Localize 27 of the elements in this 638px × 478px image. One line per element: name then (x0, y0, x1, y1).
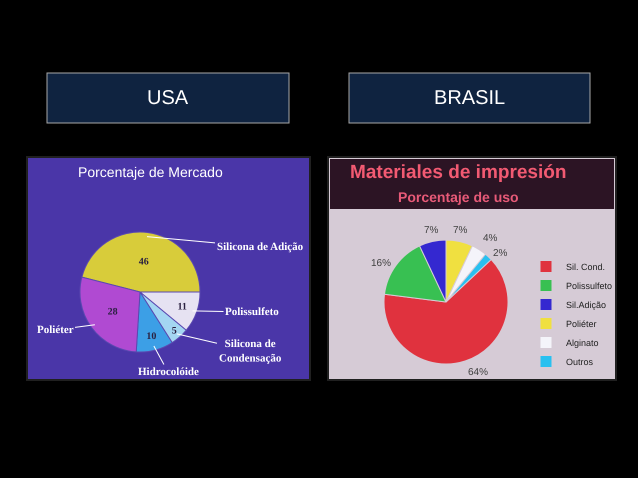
slice-label: Hidrocolóide (138, 366, 200, 378)
data-label: 64% (468, 367, 488, 378)
text: Porcentaje de uso (398, 189, 519, 205)
data-label: 10 (146, 330, 156, 342)
chart-subtitle: Materiales de impresión (350, 162, 566, 183)
legend-label: Polissulfeto (566, 281, 612, 292)
data-label: 7% (424, 225, 439, 236)
slice-label: Poliéter (37, 324, 74, 336)
data-label: 4% (483, 233, 498, 244)
data-label: 2% (493, 248, 508, 259)
data-label: 16% (371, 258, 392, 269)
slice-label: Silicona de Condensação (219, 338, 282, 364)
slice-label: Polissulfeto (225, 306, 280, 318)
chart-title: USA (147, 87, 189, 109)
legend-label: Poliéter (566, 319, 597, 330)
chart-subtitle: Porcentaje de Mercado (78, 164, 223, 180)
data-label: 46 (138, 256, 149, 268)
data-label: 11 (177, 302, 187, 313)
legend-label: Sil. Cond. (566, 262, 606, 272)
data-label: 5 (172, 325, 177, 336)
data-label: 7% (453, 225, 468, 236)
slice-label: Silicona de Adição (217, 241, 304, 253)
chart-title: BRASIL (434, 87, 506, 109)
legend-label: Alginato (566, 338, 599, 348)
legend-label: Outros (566, 357, 594, 368)
data-label: 28 (108, 306, 118, 318)
legend-label: Sil.Adição (566, 300, 606, 310)
